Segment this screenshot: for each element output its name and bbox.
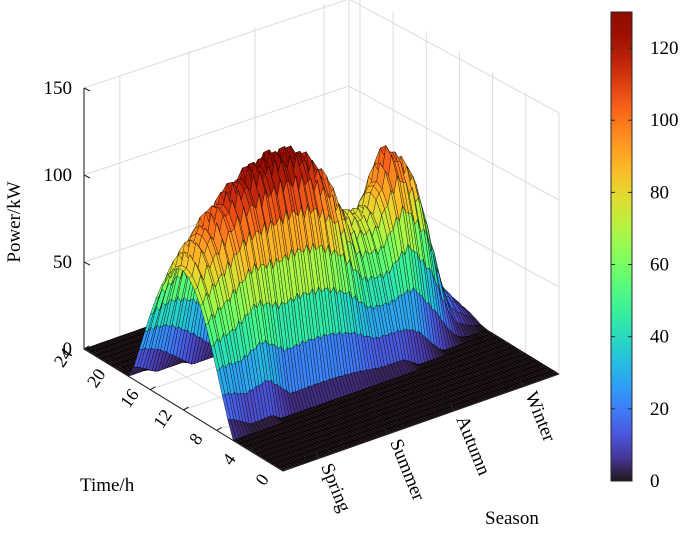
time-tick-label: 12 bbox=[149, 405, 176, 431]
time-tick-label: 0 bbox=[251, 470, 273, 489]
surface-mesh bbox=[83, 144, 560, 472]
x-axis-title: Time/h bbox=[80, 475, 135, 496]
time-tick-mark bbox=[216, 426, 222, 431]
colorbar-tick-label: 40 bbox=[650, 327, 669, 348]
colorbar bbox=[610, 11, 633, 482]
colorbar-tick-label: 100 bbox=[650, 110, 679, 131]
season-tick-mark bbox=[384, 427, 389, 435]
time-tick-label: 24 bbox=[50, 344, 77, 370]
time-tick-mark bbox=[183, 406, 189, 411]
z-tick-label: 150 bbox=[44, 78, 73, 99]
season-tick-label: Autumn bbox=[451, 413, 494, 479]
z-axis-ticks: 0 50 100 150 bbox=[44, 78, 91, 360]
time-tick-mark bbox=[249, 447, 256, 452]
y-axis-title: Season bbox=[485, 508, 539, 529]
colorbar-tick-label: 0 bbox=[650, 471, 660, 492]
z-tick-label: 0 bbox=[63, 339, 73, 360]
z-tick-mark bbox=[83, 261, 91, 266]
time-tick-mark bbox=[116, 365, 123, 370]
colorbar-ticks: 0 20 40 60 80 100 120 bbox=[611, 38, 679, 492]
time-tick-label: 8 bbox=[185, 429, 207, 448]
time-tick-label: 20 bbox=[83, 365, 110, 391]
z-tick-mark bbox=[83, 174, 91, 179]
time-tick-mark bbox=[83, 345, 90, 350]
colorbar-tick-label: 80 bbox=[650, 182, 669, 203]
z-tick-mark bbox=[83, 348, 91, 353]
season-tick-mark bbox=[315, 452, 320, 459]
season-tick-label: Summer bbox=[385, 436, 429, 504]
season-tick-mark bbox=[450, 404, 455, 412]
season-tick-label: Winter bbox=[520, 389, 559, 446]
time-tick-label: 4 bbox=[218, 450, 240, 469]
season-tick-mark bbox=[519, 380, 524, 387]
z-axis-title: Power/kW bbox=[4, 181, 25, 262]
z-tick-mark bbox=[83, 87, 91, 92]
colorbar-tick-label: 120 bbox=[650, 38, 679, 59]
z-gridline bbox=[83, 0, 560, 114]
time-tick-mark bbox=[150, 386, 156, 391]
z-tick-label: 50 bbox=[53, 252, 72, 273]
time-tick-label: 16 bbox=[116, 385, 143, 411]
season-axis-line bbox=[282, 373, 560, 472]
z-tick-label: 100 bbox=[44, 165, 73, 186]
colorbar-tick-label: 60 bbox=[650, 255, 669, 276]
season-tick-label: Spring bbox=[316, 460, 355, 515]
time-tick-mark bbox=[282, 467, 289, 472]
colorbar-tick-label: 20 bbox=[650, 399, 669, 420]
